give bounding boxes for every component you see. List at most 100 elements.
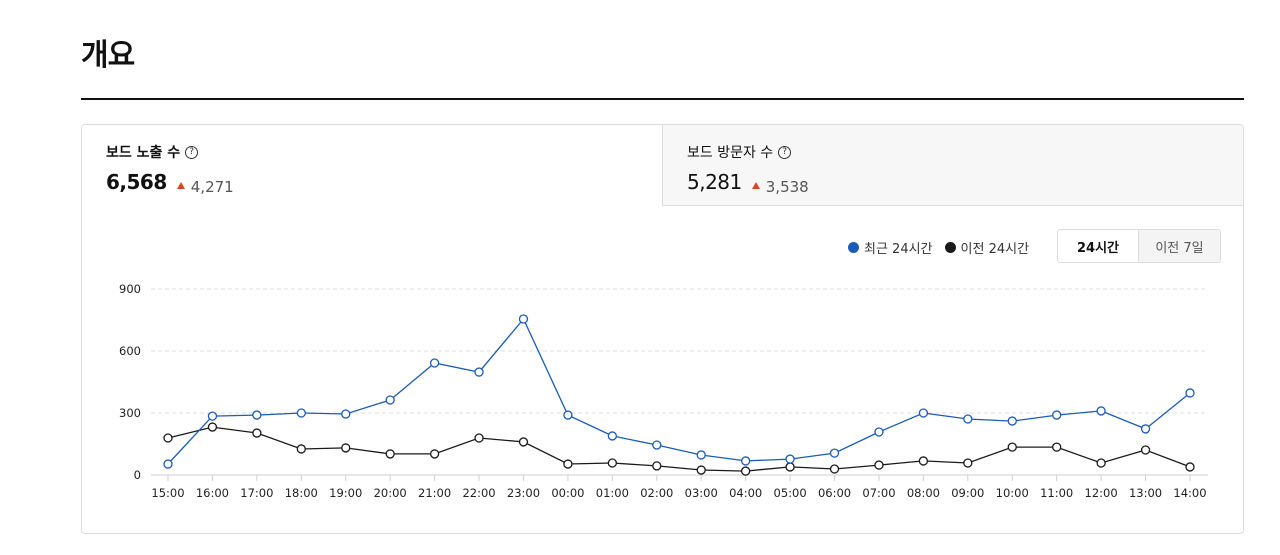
data-point — [652, 461, 662, 471]
x-tick-label: 07:00 — [862, 486, 895, 500]
tab-board-visitors[interactable]: 보드 방문자 수 ? 5,281 3,538 — [662, 125, 1243, 206]
data-point — [1096, 458, 1106, 468]
x-tick-label: 06:00 — [818, 486, 851, 500]
data-point — [607, 458, 617, 468]
legend-item-recent: 최근 24시간 — [848, 238, 933, 257]
x-tick-label: 19:00 — [329, 486, 362, 500]
data-point — [918, 408, 929, 418]
page-title: 개요 — [81, 38, 135, 73]
data-point — [429, 449, 440, 459]
data-point — [429, 358, 440, 368]
data-point — [1096, 406, 1106, 416]
tab-label: 보드 방문자 수 — [687, 145, 774, 161]
data-point — [207, 411, 218, 421]
data-point — [1185, 462, 1195, 472]
data-point — [741, 466, 751, 476]
x-tick-label: 14:00 — [1173, 486, 1206, 500]
data-point — [963, 458, 973, 468]
y-tick-label: 600 — [119, 344, 141, 358]
data-point — [518, 437, 529, 447]
x-tick-label: 11:00 — [1040, 486, 1073, 500]
legend-dot-icon — [944, 242, 956, 253]
data-point — [1052, 442, 1062, 452]
data-point — [1052, 410, 1062, 420]
tab-board-impressions[interactable]: 보드 노출 수 ? 6,568 4,271 — [82, 125, 663, 206]
x-tick-label: 04:00 — [729, 486, 762, 500]
data-point — [1140, 445, 1151, 455]
question-circle-icon[interactable]: ? — [778, 145, 792, 159]
data-point — [518, 314, 529, 324]
data-point — [163, 459, 173, 469]
data-point — [341, 409, 351, 419]
data-point — [696, 465, 706, 475]
triangle-up-icon — [751, 182, 760, 189]
data-point — [341, 443, 351, 453]
metric-value: 5,281 — [687, 170, 742, 194]
triangle-up-icon — [176, 182, 185, 189]
y-tick-label: 900 — [119, 282, 141, 296]
metric-delta: 4,271 — [190, 177, 234, 196]
x-tick-label: 23:00 — [507, 486, 540, 500]
x-tick-label: 08:00 — [907, 486, 940, 500]
metric-delta: 3,538 — [765, 177, 809, 196]
x-tick-label: 16:00 — [196, 486, 229, 500]
data-point — [829, 464, 840, 474]
range-previous-7d-button[interactable]: 이전 7일 — [1139, 230, 1220, 262]
data-point — [1007, 416, 1017, 426]
tab-label: 보드 노출 수 — [106, 145, 181, 161]
x-tick-label: 09:00 — [951, 486, 984, 500]
data-point — [207, 422, 218, 432]
data-point — [563, 410, 573, 420]
x-tick-label: 17:00 — [240, 486, 273, 500]
x-tick-label: 01:00 — [596, 486, 629, 500]
y-tick-label: 300 — [119, 406, 141, 420]
x-tick-label: 10:00 — [996, 486, 1029, 500]
legend-label: 최근 24시간 — [864, 242, 933, 257]
question-circle-icon[interactable]: ? — [185, 145, 199, 159]
data-point — [696, 450, 706, 460]
chart-legend: 최근 24시간 이전 24시간 — [848, 238, 1029, 257]
data-point — [296, 444, 306, 454]
data-point — [296, 408, 306, 418]
legend-label: 이전 24시간 — [960, 242, 1030, 257]
data-point — [1185, 388, 1195, 398]
x-tick-label: 03:00 — [685, 486, 718, 500]
x-tick-label: 18:00 — [285, 486, 318, 500]
data-point — [1007, 442, 1017, 452]
series-line — [167, 317, 1191, 465]
line-chart: 0 300 600 900 15:00 16:00 17:00 18:00 19:00 20:00… — [119, 282, 1208, 500]
range-24h-button[interactable]: 24시간 — [1058, 230, 1139, 262]
data-point — [163, 433, 173, 443]
legend-item-previous: 이전 24시간 — [944, 238, 1030, 257]
x-tick-label: 20:00 — [374, 486, 407, 500]
data-point — [741, 456, 751, 466]
data-point — [252, 428, 262, 438]
x-tick-label: 22:00 — [462, 486, 495, 500]
x-tick-label: 21:00 — [418, 486, 451, 500]
data-point — [1140, 424, 1151, 434]
x-tick-label: 02:00 — [640, 486, 673, 500]
data-point — [607, 431, 617, 441]
legend-dot-icon — [848, 242, 859, 253]
x-tick-label: 05:00 — [774, 486, 807, 500]
title-divider — [81, 98, 1244, 100]
data-point — [385, 395, 395, 405]
data-point — [829, 448, 840, 458]
data-point — [563, 459, 573, 469]
y-tick-label: 0 — [134, 468, 141, 482]
data-point — [785, 454, 795, 464]
x-tick-label: 15:00 — [151, 486, 184, 500]
data-point — [652, 440, 662, 450]
overview-card: 보드 노출 수 ? 6,568 4,271 보드 방문자 수 ? 5,281 3… — [81, 124, 1244, 534]
range-toggle: 24시간 이전 7일 — [1057, 229, 1221, 263]
data-point — [474, 367, 484, 377]
data-point — [385, 449, 395, 459]
data-point — [874, 427, 884, 437]
data-point — [252, 410, 262, 420]
data-point — [474, 433, 484, 443]
data-point — [918, 456, 929, 466]
metric-value: 6,568 — [106, 170, 167, 194]
x-tick-label: 00:00 — [551, 486, 584, 500]
data-point — [785, 462, 795, 472]
series-line — [167, 426, 1191, 472]
